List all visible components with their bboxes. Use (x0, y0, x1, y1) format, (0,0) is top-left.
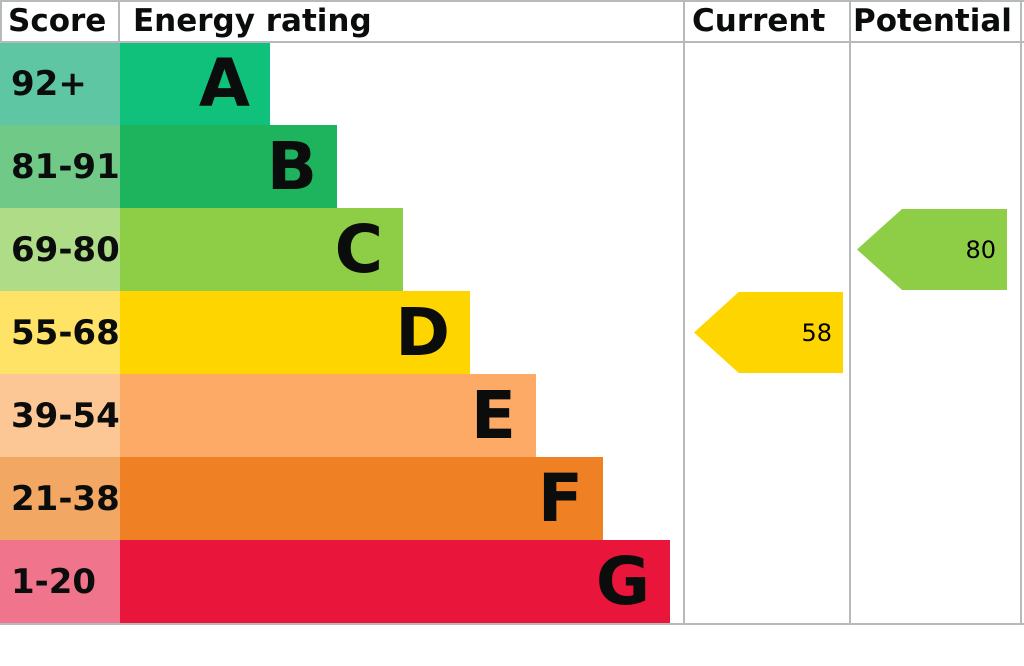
header-energy-rating: Energy rating (133, 3, 372, 39)
current-column-line (683, 0, 685, 625)
rating-bar-a: A (120, 42, 270, 125)
rating-bar-d: D (120, 291, 470, 374)
chart-bottom-line (0, 623, 1024, 625)
band-letter: A (198, 45, 250, 122)
current-rating-value: 58 (801, 318, 832, 347)
potential-rating-value: 80 (965, 235, 996, 264)
band-row-d: 55-68 D (0, 291, 1024, 374)
band-letter: E (470, 377, 516, 454)
header-potential: Potential (853, 3, 1012, 39)
band-row-b: 81-91 B (0, 125, 1024, 208)
rating-bar-g: G (120, 540, 670, 623)
band-row-c: 69-80 C (0, 208, 1024, 291)
header-left-line (0, 0, 2, 43)
rating-bar-b: B (120, 125, 337, 208)
score-range: 69-80 (0, 208, 120, 291)
band-row-e: 39-54 E (0, 374, 1024, 457)
rating-bar-c: C (120, 208, 403, 291)
band-letter: B (266, 128, 317, 205)
band-row-f: 21-38 F (0, 457, 1024, 540)
right-border-line (1020, 0, 1022, 625)
top-border-line (0, 0, 1024, 2)
band-row-a: 92+ A (0, 42, 1024, 125)
score-range: 21-38 (0, 457, 120, 540)
header-score: Score (8, 3, 107, 39)
band-letter: D (395, 294, 450, 371)
score-range: 1-20 (0, 540, 120, 623)
rating-bar-f: F (120, 457, 603, 540)
header-bottom-line (0, 41, 1024, 43)
score-range: 81-91 (0, 125, 120, 208)
band-row-g: 1-20 G (0, 540, 1024, 623)
band-letter: G (595, 543, 650, 620)
score-range: 39-54 (0, 374, 120, 457)
score-separator-line (118, 0, 120, 43)
band-letter: F (537, 460, 583, 537)
band-letter: C (334, 211, 383, 288)
header-current: Current (692, 3, 826, 39)
rating-bar-e: E (120, 374, 536, 457)
score-range: 92+ (0, 42, 120, 125)
score-range: 55-68 (0, 291, 120, 374)
potential-column-line (849, 0, 851, 625)
